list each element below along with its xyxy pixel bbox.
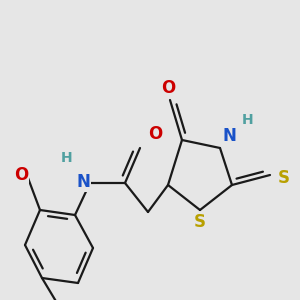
Text: O: O [148, 125, 162, 143]
Text: S: S [278, 169, 290, 187]
Text: O: O [161, 79, 175, 97]
Text: O: O [14, 166, 28, 184]
Text: N: N [222, 127, 236, 145]
Text: N: N [76, 173, 90, 191]
Text: H: H [242, 113, 254, 127]
Text: S: S [194, 213, 206, 231]
Text: H: H [60, 151, 72, 165]
